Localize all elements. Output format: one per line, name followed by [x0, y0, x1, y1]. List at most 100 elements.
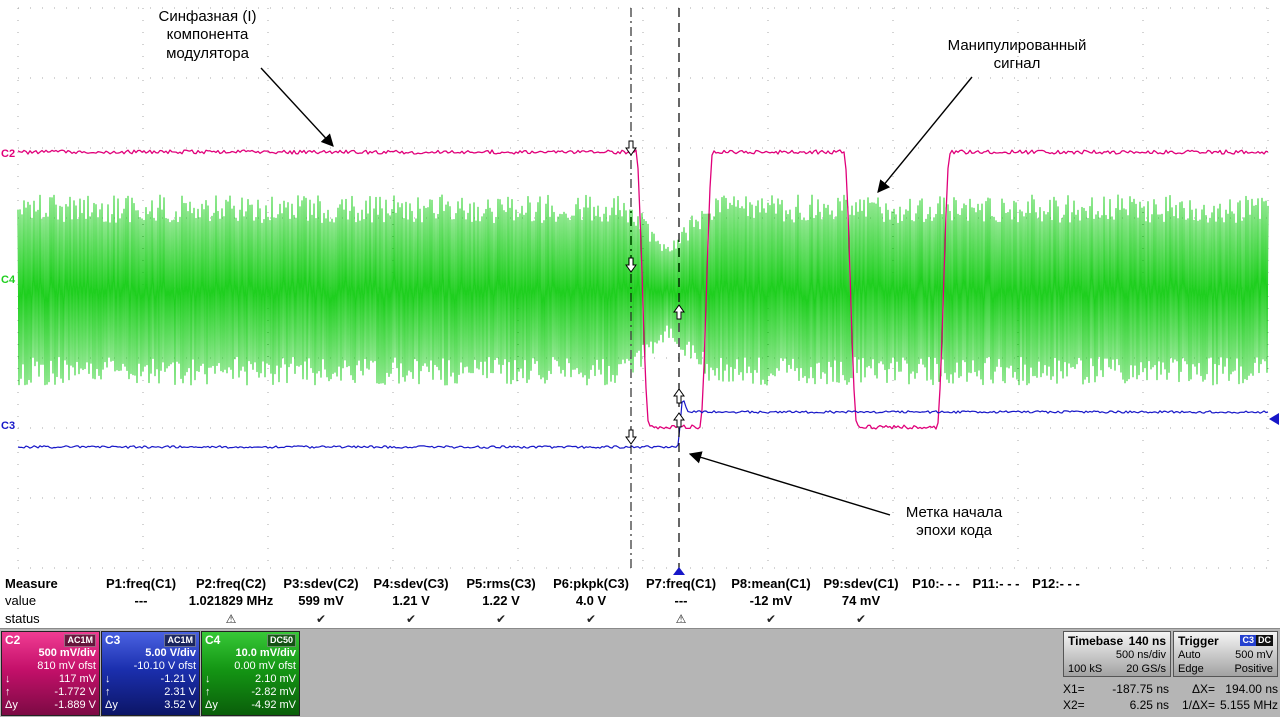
measure-p4-label[interactable]: P4:sdev(C3) [373, 576, 449, 591]
cursor-crossing-marker-icon [625, 257, 637, 273]
channel-c3-cursor1-value: -1.21 V [160, 673, 196, 685]
measure-p2-value: 1.021829 MHz [188, 593, 274, 608]
measure-p2-status-icon: ⚠ [225, 611, 237, 626]
delta-y-label: Δy [5, 699, 18, 711]
measure-p11-label[interactable]: P11:- - - [972, 576, 1020, 591]
measure-p10-label[interactable]: P10:- - - [912, 576, 960, 591]
channel-position-label[interactable]: C2 [1, 148, 15, 160]
cursor-readout: X1= -187.75 ns ΔX= 194.00 ns X2= 6.25 ns… [1063, 681, 1278, 713]
annotation-code-epoch-mark: Метка начала эпохи кода [905, 504, 1003, 540]
cursor2-icon: ↑ [5, 686, 11, 698]
channel-c4-descriptor[interactable]: C4 DC50 10.0 mV/div 0.00 mV ofst ↓ 2.10 … [201, 631, 300, 716]
waveform-svg: C2 C4 C3 [1, 7, 1279, 575]
measure-p12-label[interactable]: P12:- - - [1032, 576, 1080, 591]
measure-p4-value: 1.21 V [392, 593, 430, 608]
measure-p8-value: -12 mV [749, 593, 793, 608]
measure-p1-value: --- [134, 593, 148, 608]
measure-p6-status-icon: ✔ [585, 611, 597, 626]
measure-p8-label[interactable]: P8:mean(C1) [731, 576, 811, 591]
channel-c3-delta-y-value: 3.52 V [164, 699, 196, 711]
trace-c2 [17, 149, 1269, 430]
dx-label: ΔX= [1191, 682, 1215, 696]
delta-y-label: Δy [205, 699, 218, 711]
trigger-level: 500 mV [1235, 649, 1273, 661]
measure-p7-value: --- [674, 593, 688, 608]
channel-position-label[interactable]: C3 [1, 420, 15, 432]
measure-p5-status-icon: ✔ [495, 611, 507, 626]
waveform-display: C2 C4 C3 Синфазная (I) компонента модулято… [1, 7, 1279, 575]
trigger-coupling: DC [1256, 635, 1273, 646]
measure-p7-label[interactable]: P7:freq(C1) [645, 576, 717, 591]
cursor-crossing-marker-icon [673, 412, 685, 428]
measure-p7-status-icon: ⚠ [675, 611, 687, 626]
channel-c2-offset: 810 mV ofst [37, 660, 96, 672]
sample-count: 100 kS [1068, 663, 1103, 675]
measure-p4-status-icon: ✔ [405, 611, 417, 626]
channel-c3-volts-per-div: 5.00 V/div [145, 647, 196, 659]
trigger-level-arrow-icon[interactable] [1269, 413, 1279, 425]
channel-c2-coupling-badge: AC1M [64, 633, 96, 647]
measure-status-row: status ⚠ ✔ ✔ ✔ ✔ ⚠ ✔ ✔ [0, 609, 1280, 628]
measure-p2-label[interactable]: P2:freq(C2) [195, 576, 267, 591]
channel-c4-offset: 0.00 mV ofst [234, 660, 296, 672]
channel-c4-coupling-badge: DC50 [266, 633, 296, 647]
cursor1-icon: ↓ [105, 673, 111, 685]
measure-p3-label[interactable]: P3:sdev(C2) [283, 576, 359, 591]
measure-p9-status-icon: ✔ [855, 611, 867, 626]
delta-y-label: Δy [105, 699, 118, 711]
channel-c2-cursor1-value: 117 mV [58, 673, 96, 685]
channel-c4-cursor2-value: -2.82 mV [251, 686, 296, 698]
channel-c4-delta-y-value: -4.92 mV [251, 699, 296, 711]
trigger-source-badge: C3 DC [1240, 635, 1273, 646]
channel-c2-delta-y-value: -1.889 V [54, 699, 96, 711]
measure-p3-value: 599 mV [298, 593, 344, 608]
measure-p9-label[interactable]: P9:sdev(C1) [823, 576, 899, 591]
cursor-crossing-marker-icon [673, 304, 685, 320]
time-per-div: 500 ns/div [1115, 649, 1166, 661]
channel-c2-descriptor[interactable]: C2 AC1M 500 mV/div 810 mV ofst ↓ 117 mV … [1, 631, 100, 716]
dx-value: 194.00 ns [1225, 682, 1278, 696]
annotation-inphase-component: Синфазная (I) компонента модулятора [158, 8, 257, 62]
measure-caption: Measure [5, 576, 58, 591]
timebase-delay: 140 ns [1128, 633, 1166, 648]
descriptor-bar: C2 AC1M 500 mV/div 810 mV ofst ↓ 117 mV … [0, 628, 1280, 717]
channel-c4-volts-per-div: 10.0 mV/div [235, 647, 296, 659]
channel-c3-id: C3 [105, 633, 121, 647]
annotation-manipulated-signal: Манипулированный сигнал [947, 37, 1087, 73]
timebase-title: Timebase [1068, 633, 1124, 648]
cursor2-icon: ↑ [105, 686, 111, 698]
measure-p5-value: 1.22 V [482, 593, 520, 608]
trace-c3 [17, 400, 1269, 449]
timebase-box[interactable]: Timebase 140 ns 500 ns/div 100 kS 20 GS/… [1063, 631, 1171, 677]
channel-position-label[interactable]: C4 [1, 274, 16, 286]
cursor-x2-handle[interactable] [673, 567, 685, 575]
trigger-type: Edge [1178, 663, 1204, 675]
trigger-title: Trigger [1178, 633, 1219, 648]
measure-p6-label[interactable]: P6:pkpk(C3) [553, 576, 629, 591]
cursor-crossing-marker-icon [673, 388, 685, 404]
x2-value: 6.25 ns [1129, 698, 1169, 712]
channel-c3-offset: -10.10 V ofst [133, 660, 196, 672]
measure-p9-value: 74 mV [841, 593, 881, 608]
sample-rate: 20 GS/s [1126, 663, 1166, 675]
cursor-crossing-marker-icon [625, 140, 637, 156]
channel-c3-descriptor[interactable]: C3 AC1M 5.00 V/div -10.10 V ofst ↓ -1.21… [101, 631, 200, 716]
inv-dx-value: 5.155 MHz [1219, 698, 1278, 712]
inv-dx-label: 1/ΔX= [1181, 698, 1215, 712]
trigger-box[interactable]: Trigger C3 DC Auto 500 mV Edge Positive [1173, 631, 1278, 677]
annotation-arrow [260, 67, 334, 147]
status-caption: status [5, 611, 40, 626]
measure-p6-value: 4.0 V [575, 593, 607, 608]
x2-label: X2= [1063, 698, 1085, 712]
measure-p3-status-icon: ✔ [315, 611, 327, 626]
channel-c2-volts-per-div: 500 mV/div [38, 647, 96, 659]
channel-c2-id: C2 [5, 633, 21, 647]
x1-value: -187.75 ns [1112, 682, 1169, 696]
cursor2-icon: ↑ [205, 686, 211, 698]
measure-table: Measure P1:freq(C1) P2:freq(C2) P3:sdev(… [0, 575, 1280, 628]
channel-c3-coupling-badge: AC1M [164, 633, 196, 647]
measure-p1-label[interactable]: P1:freq(C1) [105, 576, 177, 591]
measure-p5-label[interactable]: P5:rms(C3) [466, 576, 536, 591]
cursor1-icon: ↓ [5, 673, 11, 685]
